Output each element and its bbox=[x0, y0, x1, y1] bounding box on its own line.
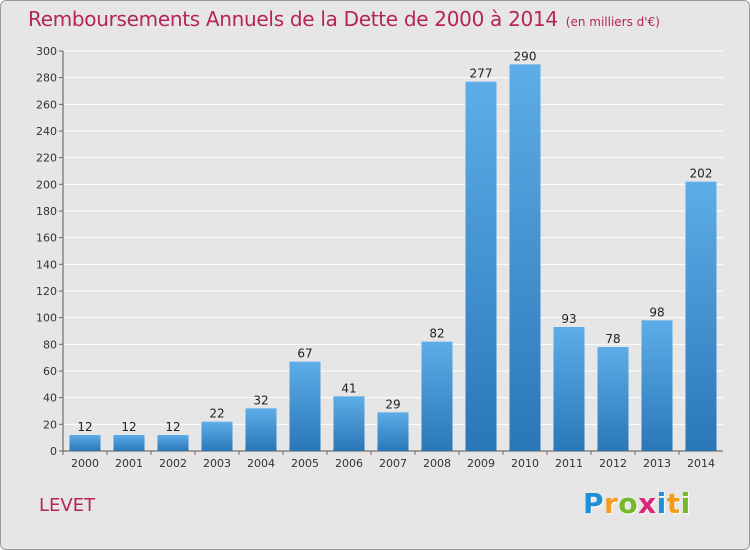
x-tick-label-2003: 2003 bbox=[203, 457, 231, 470]
bar-2001 bbox=[113, 435, 145, 451]
bars bbox=[69, 64, 717, 452]
value-label-2008: 82 bbox=[429, 327, 444, 341]
x-tick-label-2002: 2002 bbox=[159, 457, 187, 470]
y-tick-label: 0 bbox=[50, 445, 57, 458]
chart-title: Remboursements Annuels de la Dette de 20… bbox=[28, 7, 660, 31]
value-label-2012: 78 bbox=[605, 332, 620, 346]
bar-2004 bbox=[245, 408, 277, 451]
value-label-2006: 41 bbox=[341, 381, 356, 395]
value-label-2003: 22 bbox=[209, 407, 224, 421]
logo-letter: i bbox=[680, 487, 691, 520]
y-tick-label: 100 bbox=[36, 312, 57, 325]
bar-2002 bbox=[157, 435, 189, 451]
value-label-2013: 98 bbox=[649, 305, 664, 319]
logo-letter: P bbox=[583, 487, 605, 520]
chart-title-text: Remboursements Annuels de la Dette de 20… bbox=[28, 7, 558, 31]
logo-letter: r bbox=[604, 487, 619, 520]
y-tick-label: 140 bbox=[36, 258, 57, 271]
bar-2000 bbox=[69, 435, 101, 451]
y-tick-label: 80 bbox=[43, 338, 57, 351]
y-tick-label: 60 bbox=[43, 365, 57, 378]
bar-2010 bbox=[509, 64, 541, 452]
y-tick-label: 280 bbox=[36, 72, 57, 85]
value-label-2000: 12 bbox=[77, 420, 92, 434]
x-tick-label-2009: 2009 bbox=[467, 457, 495, 470]
value-label-2001: 12 bbox=[121, 420, 136, 434]
value-label-2010: 290 bbox=[514, 49, 537, 63]
bar-2011 bbox=[553, 327, 585, 451]
x-tick-label-2001: 2001 bbox=[115, 457, 143, 470]
x-tick-label-2007: 2007 bbox=[379, 457, 407, 470]
proxiti-logo: Proxiti bbox=[583, 487, 691, 520]
x-tick-label-2012: 2012 bbox=[599, 457, 627, 470]
y-tick-label: 180 bbox=[36, 205, 57, 218]
bar-2013 bbox=[641, 320, 673, 451]
y-tick-label: 240 bbox=[36, 125, 57, 138]
bar-2012 bbox=[597, 347, 629, 451]
labels: 0 20 40 60 80 100 120 140 160 180 200 220 240 260 280 3… bbox=[36, 45, 715, 470]
y-tick-label: 20 bbox=[43, 418, 57, 431]
bar-2003 bbox=[201, 421, 233, 451]
y-tick-label: 300 bbox=[36, 45, 57, 58]
bar-2007 bbox=[377, 412, 409, 451]
bar-2008 bbox=[421, 341, 453, 451]
x-tick-label-2008: 2008 bbox=[423, 457, 451, 470]
chart-unit: (en milliers d'€) bbox=[565, 15, 660, 29]
y-tick-label: 120 bbox=[36, 285, 57, 298]
y-tick-label: 220 bbox=[36, 152, 57, 165]
bar-2005 bbox=[289, 361, 321, 451]
logo-letter: o bbox=[618, 487, 639, 520]
x-tick-label-2010: 2010 bbox=[511, 457, 539, 470]
value-label-2011: 93 bbox=[561, 312, 576, 326]
x-tick-label-2006: 2006 bbox=[335, 457, 363, 470]
x-tick-label-2011: 2011 bbox=[555, 457, 583, 470]
bar-2014 bbox=[685, 181, 717, 451]
value-label-2005: 67 bbox=[297, 347, 312, 361]
y-tick-label: 200 bbox=[36, 178, 57, 191]
x-tick-label-2005: 2005 bbox=[291, 457, 319, 470]
y-tick-label: 260 bbox=[36, 98, 57, 111]
bar-2006 bbox=[333, 396, 365, 451]
logo-letter: x bbox=[638, 487, 657, 520]
x-tick-label-2014: 2014 bbox=[687, 457, 715, 470]
commune-name: LEVET bbox=[39, 495, 96, 516]
y-tick-label: 40 bbox=[43, 392, 57, 405]
x-tick-label-2000: 2000 bbox=[71, 457, 99, 470]
logo-letter: t bbox=[666, 487, 681, 520]
value-label-2004: 32 bbox=[253, 393, 268, 407]
value-label-2009: 277 bbox=[470, 67, 493, 81]
y-tick-label: 160 bbox=[36, 232, 57, 245]
value-label-2007: 29 bbox=[385, 397, 400, 411]
value-label-2002: 12 bbox=[165, 420, 180, 434]
value-label-2014: 202 bbox=[690, 167, 713, 181]
logo-letter: i bbox=[656, 487, 667, 520]
x-tick-label-2004: 2004 bbox=[247, 457, 275, 470]
x-tick-label-2013: 2013 bbox=[643, 457, 671, 470]
bar-2009 bbox=[465, 81, 497, 452]
